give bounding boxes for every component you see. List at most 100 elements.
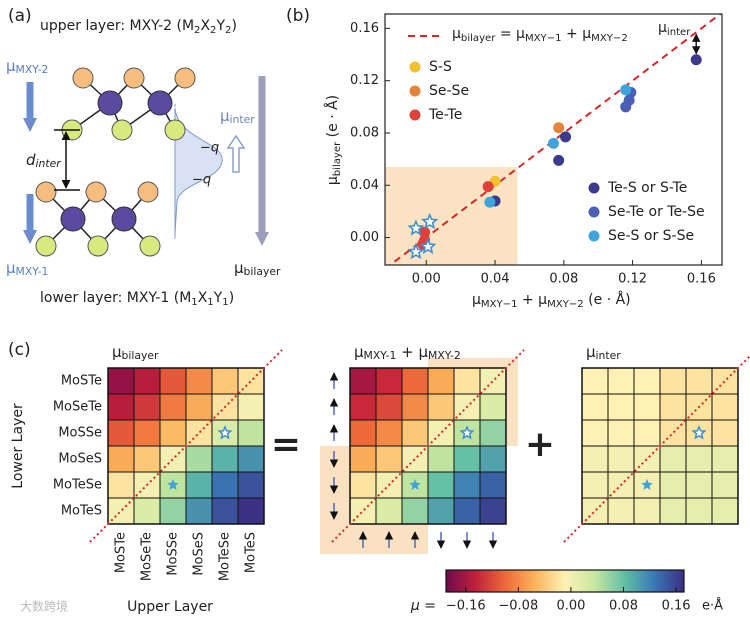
heatmap-cell: [237, 497, 265, 525]
heatmap-cell: [633, 497, 661, 525]
subscript: MXY−2: [547, 299, 584, 310]
text-run: lower layer: MXY-1 (M: [40, 290, 191, 306]
column-label: MoSSe: [166, 532, 181, 576]
dipole-arrow: [23, 82, 37, 132]
heatmap-cell: [237, 471, 265, 499]
heatmap-cell: [159, 497, 187, 525]
data-point: [620, 101, 632, 113]
heatmap-cell: [133, 419, 161, 447]
text-run: μ: [452, 26, 461, 42]
column-label: MoTeSe: [218, 532, 233, 581]
axis-label: Lower Layer: [10, 403, 26, 489]
heatmap-cell: [607, 393, 635, 421]
subscript: 2: [194, 25, 200, 36]
heatmap-cell: [107, 393, 135, 421]
annotation: μinter: [658, 20, 691, 38]
data-point: [484, 196, 496, 208]
diagonal: [331, 349, 525, 543]
data-point: [620, 84, 632, 96]
text-run: μ: [112, 343, 122, 361]
map-title: μinter: [586, 343, 621, 363]
heatmap-cell: [133, 393, 161, 421]
heatmap-cell: [453, 367, 481, 395]
text-run: μ: [220, 107, 230, 125]
heatmap-cell: [685, 445, 713, 473]
data-point: [560, 131, 572, 143]
colorbar-tick-label: 0.16: [662, 599, 691, 614]
heatmap-cell: [185, 367, 213, 395]
text-run: Y: [215, 18, 225, 34]
dipole-arrow: [23, 194, 37, 244]
heatmap-cell: [711, 471, 739, 499]
y-tick-label: 0.08: [350, 125, 379, 140]
x-tick-label: 0.08: [549, 272, 578, 287]
heatmap-cell: [211, 497, 239, 525]
heatmap-cell: [349, 393, 377, 421]
text-run: Y: [213, 290, 223, 306]
dipole-arrow: [255, 76, 269, 246]
heatmap-cell: [427, 445, 455, 473]
heatmap-cell: [607, 445, 635, 473]
atom-y: [35, 235, 57, 257]
legend-marker: [409, 85, 421, 97]
legend-marker: [588, 182, 600, 194]
text-run: ): [231, 18, 236, 34]
operator: +: [525, 424, 555, 465]
heatmap-cell: [107, 419, 135, 447]
axis-label: Upper Layer: [127, 599, 213, 615]
heatmap-cell: [427, 497, 455, 525]
subscript: 1: [191, 297, 197, 308]
heatmap-cell: [349, 419, 377, 447]
heatmap-cell: [659, 393, 687, 421]
text-run: (e · Å): [584, 291, 631, 308]
heatmap-cell: [375, 393, 403, 421]
text-run: μ: [325, 176, 341, 185]
x-tick-label: 0.12: [618, 272, 647, 287]
data-point: [407, 219, 425, 236]
atom-x: [174, 67, 196, 89]
map-title: μMXY-1 + μMXY-2: [354, 343, 461, 363]
dipole-label: μMXY-2: [6, 57, 48, 77]
dipole-label: μMXY-1: [6, 259, 48, 279]
heatmap-cell: [453, 497, 481, 525]
text-run: μ: [234, 259, 244, 277]
text-run: μ: [658, 20, 667, 36]
heatmap-cell: [607, 367, 635, 395]
marker-star: [691, 425, 707, 440]
heatmap-cell: [479, 419, 507, 447]
heatmap-cell: [211, 367, 239, 395]
heatmap-cell: [401, 393, 429, 421]
subscript: MXY−2: [591, 33, 628, 44]
heatmap-cell: [711, 393, 739, 421]
row-label: MoSeTe: [53, 400, 102, 415]
heatmap-cell: [607, 497, 635, 525]
subscript: bilayer: [332, 141, 343, 176]
heatmap-cell: [401, 367, 429, 395]
dipole-arrow: [226, 134, 246, 173]
subscript: 2: [225, 25, 231, 36]
text-run: (e · Å): [324, 95, 341, 142]
subscript: MXY−1: [525, 33, 562, 44]
heatmap-cell: [185, 445, 213, 473]
heatmap-cell: [133, 367, 161, 395]
heatmap-cell: [107, 445, 135, 473]
heatmap-cell: [107, 367, 135, 395]
heatmap-cell: [159, 367, 187, 395]
text-run: + μ: [518, 292, 548, 308]
subscript: MXY-2: [16, 63, 49, 76]
panel-label: (a): [8, 6, 32, 26]
legend-label: S-S: [429, 59, 452, 75]
x-tick-label: 0.16: [687, 272, 716, 287]
subscript: 2: [210, 25, 216, 36]
row-label: MoSSe: [58, 426, 102, 441]
heatmap-cell: [237, 393, 265, 421]
heatmap-cell: [185, 497, 213, 525]
column-label: MoTeS: [244, 532, 259, 573]
row-label: MoTeSe: [53, 478, 102, 493]
heatmap-cell: [633, 419, 661, 447]
atom-y: [139, 235, 161, 257]
legend-label: μbilayer = μMXY−1 + μMXY−2: [452, 26, 628, 44]
charge-label: −q: [200, 141, 219, 156]
heatmap-cell: [479, 497, 507, 525]
text-run: μ: [586, 343, 596, 361]
